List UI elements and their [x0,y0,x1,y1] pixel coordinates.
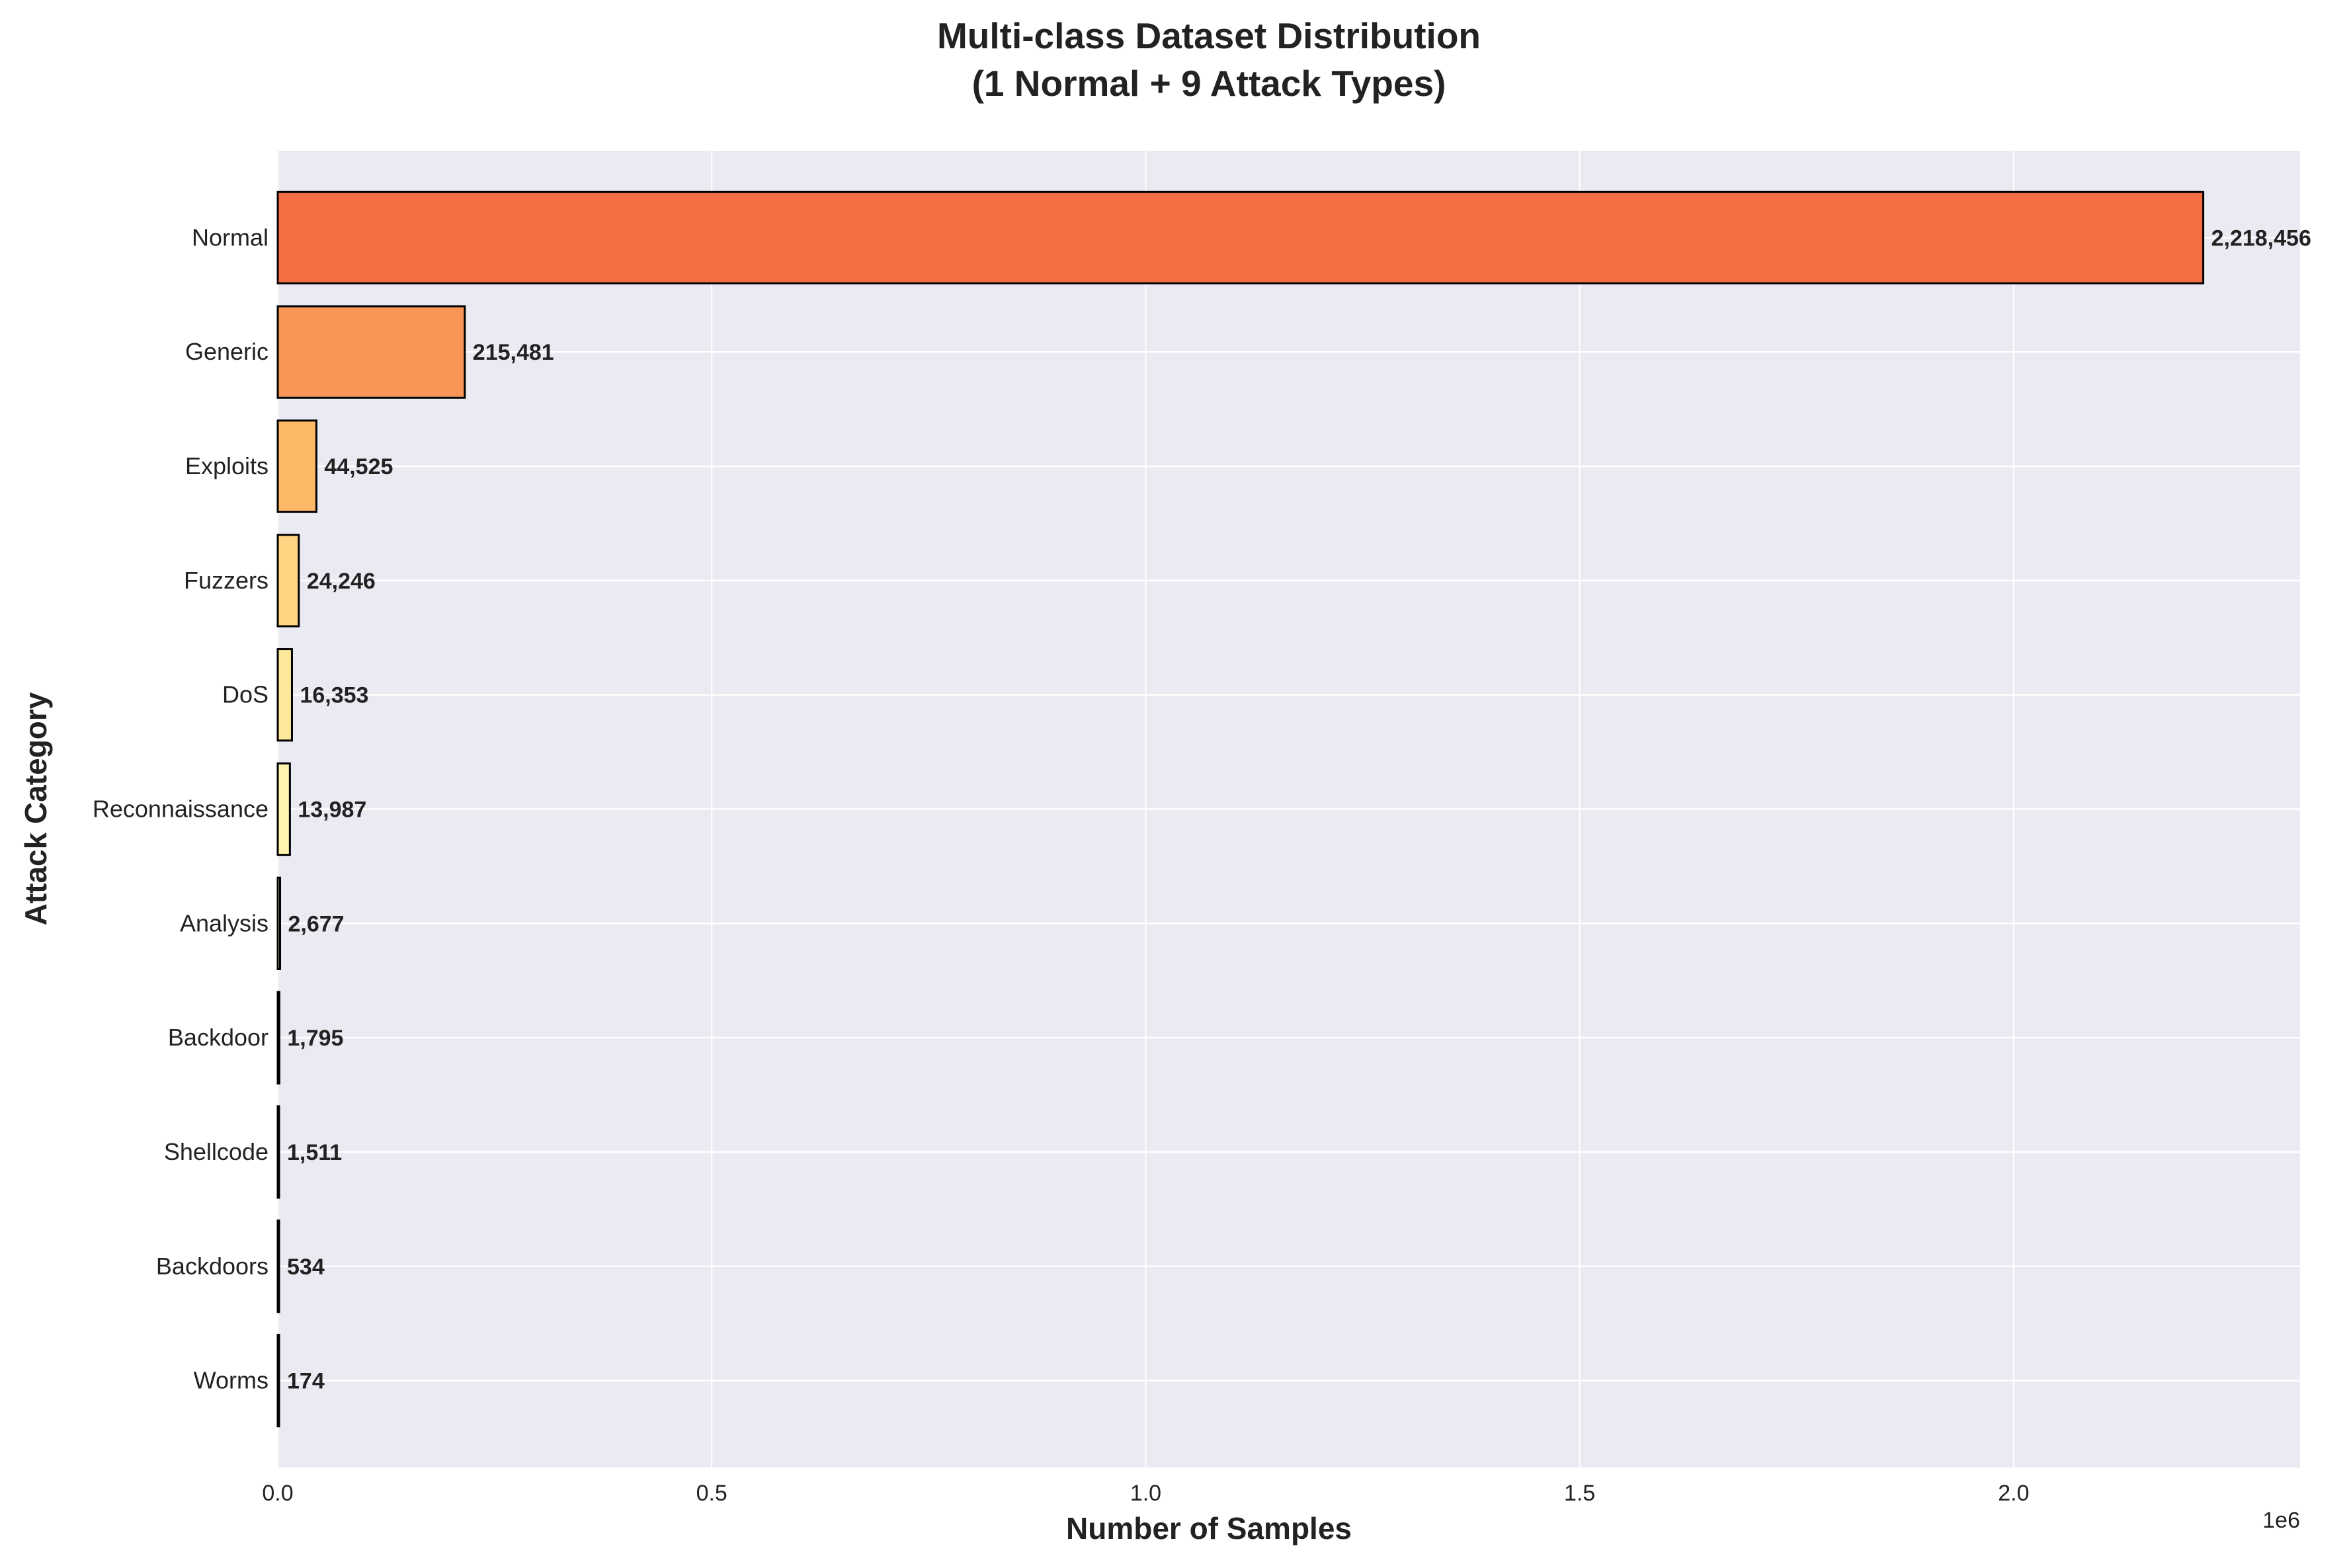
bar-dos [276,648,293,742]
x-tick-label: 1.5 [1564,1481,1595,1506]
value-label: 1,795 [287,1026,343,1051]
value-labels: 2,218,456 215,481 44,525 24,246 16,353 13,987… [287,226,2311,1393]
chart-title-line1: Multi-class Dataset Distribution [937,15,1481,56]
value-label: 44,525 [324,454,393,479]
y-tick-label: Shellcode [164,1138,268,1165]
y-tick-label: Backdoors [156,1253,268,1280]
x-axis-offset-label: 1e6 [2262,1508,2300,1533]
x-tick-label: 0.5 [696,1481,727,1506]
y-tick-label: Analysis [180,909,268,936]
bar-shellcode [276,1105,280,1199]
y-tick-label: Reconnaissance [93,796,268,823]
value-label: 215,481 [473,340,554,365]
value-label: 1,511 [287,1140,342,1165]
x-tick-labels: 0.0 0.5 1.0 1.5 2.0 [262,1481,2029,1506]
value-label: 534 [287,1255,325,1280]
x-tick-label: 0.0 [262,1481,293,1506]
bar-worms [276,1333,280,1428]
y-tick-label: Exploits [185,452,268,479]
bar-fuzzers [276,534,300,628]
grid-lines [277,151,2300,1467]
value-label: 16,353 [300,683,368,708]
y-tick-labels: Normal Generic Exploits Fuzzers DoS Reconnais… [93,224,268,1393]
bar-backdoors [276,1219,280,1313]
value-label: 2,218,456 [2211,226,2311,251]
y-tick-label: Generic [185,338,268,365]
y-tick-label: DoS [222,681,268,708]
value-label: 13,987 [298,798,366,823]
bar-analysis [276,876,282,970]
bar-reconnaissance [276,762,291,856]
value-label: 174 [287,1369,325,1394]
y-tick-label: Worms [194,1367,268,1394]
bars-group [276,190,2205,1428]
chart-title-line2: (1 Normal + 9 Attack Types) [972,63,1446,104]
bar-exploits [276,419,317,513]
x-axis-label: Number of Samples [1066,1511,1352,1546]
x-tick-label: 2.0 [1998,1481,2029,1506]
bar-generic [276,305,466,399]
y-tick-label: Fuzzers [184,567,268,594]
value-label: 24,246 [307,569,376,594]
y-tick-label: Normal [192,224,268,251]
y-axis-label: Attack Category [19,692,53,925]
value-label: 2,677 [288,911,345,936]
x-tick-label: 1.0 [1130,1481,1161,1506]
y-tick-label: Backdoor [168,1024,268,1051]
bar-backdoor [276,991,280,1085]
bar-normal [276,190,2205,285]
